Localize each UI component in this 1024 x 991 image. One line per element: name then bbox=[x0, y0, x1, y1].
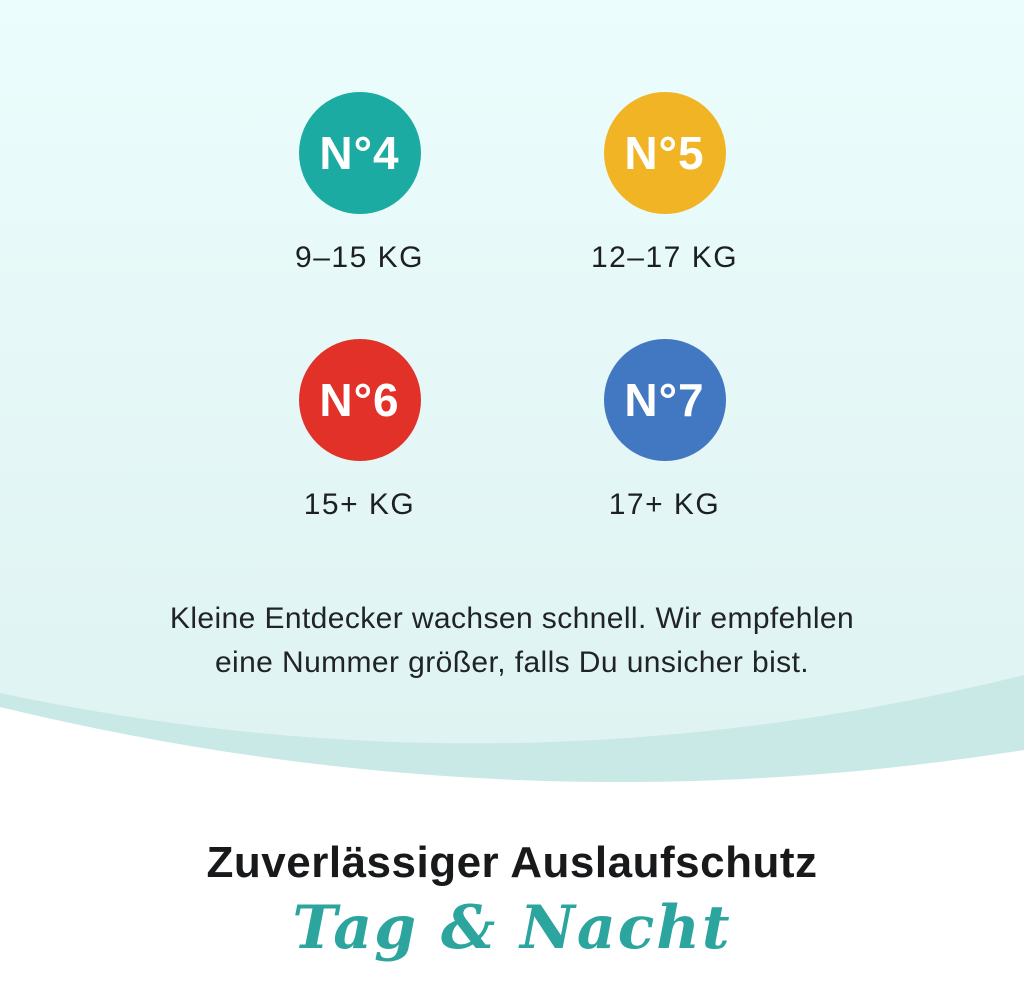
size-cell-n4: N°4 9–15 KG bbox=[252, 92, 467, 275]
size-row-bottom: N°6 15+ KG N°7 17+ KG bbox=[252, 339, 772, 522]
size-grid: N°4 9–15 KG N°5 12–17 KG N°6 15+ KG N°7 … bbox=[0, 92, 1024, 522]
size-advice-note-line2: eine Nummer größer, falls Du unsicher bi… bbox=[214, 646, 810, 679]
size-badge-n4: N°4 bbox=[298, 92, 421, 214]
size-weight-label-n6: 15+ KG bbox=[303, 488, 416, 521]
size-cell-n6: N°6 15+ KG bbox=[252, 339, 467, 522]
curve-light-shape bbox=[0, 0, 1024, 744]
size-badge-n6: N°6 bbox=[298, 339, 421, 461]
size-badge-n7: N°7 bbox=[603, 339, 726, 461]
size-advice-note-line1: Kleine Entdecker wachsen schnell. Wir em… bbox=[169, 602, 855, 635]
size-badge-n5: N°5 bbox=[603, 92, 726, 214]
size-weight-label-n4: 9–15 KG bbox=[295, 241, 424, 274]
footer-headline: Zuverlässiger Auslaufschutz bbox=[206, 838, 818, 887]
size-advice-note: Kleine Entdecker wachsen schnell. Wir em… bbox=[0, 597, 1024, 685]
size-cell-n7: N°7 17+ KG bbox=[557, 339, 772, 522]
size-row-top: N°4 9–15 KG N°5 12–17 KG bbox=[252, 92, 772, 275]
footer-tagline: Tag & Nacht bbox=[292, 893, 732, 963]
size-weight-label-n7: 17+ KG bbox=[608, 488, 721, 521]
size-cell-n5: N°5 12–17 KG bbox=[557, 92, 772, 275]
size-weight-label-n5: 12–17 KG bbox=[590, 241, 739, 274]
